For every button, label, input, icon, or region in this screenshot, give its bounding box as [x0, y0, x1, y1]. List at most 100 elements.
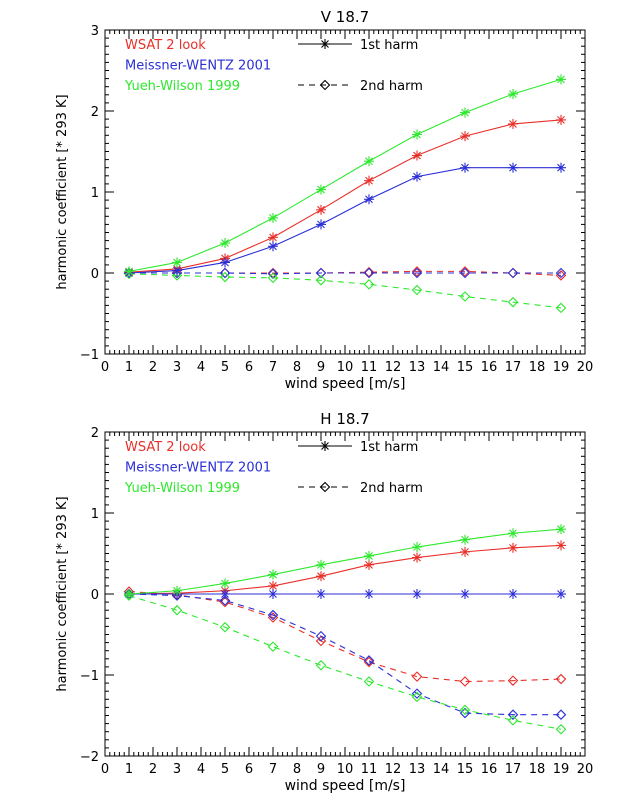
- diamond-marker: [315, 635, 327, 647]
- x-tick-label: 5: [221, 360, 229, 375]
- x-tick-label: 11: [361, 762, 378, 777]
- series-line: [128, 591, 562, 683]
- diamond-marker: [459, 676, 471, 687]
- x-tick-label: 2: [149, 360, 157, 375]
- x-tick-label: 20: [577, 762, 594, 777]
- x-tick-label: 6: [245, 762, 253, 777]
- asterisk-marker: [508, 118, 518, 129]
- diamond-marker: [363, 656, 375, 668]
- asterisk-stroke: [173, 258, 181, 267]
- diamond-marker: [459, 267, 471, 279]
- series-line: [128, 528, 562, 595]
- y-tick-label: 2: [91, 426, 99, 441]
- diamond-marker: [315, 630, 327, 642]
- y-tick-label: 0: [91, 588, 99, 603]
- x-tick-label: 19: [553, 360, 570, 375]
- asterisk-marker: [460, 589, 470, 599]
- diamond-marker: [555, 723, 567, 735]
- legend-harmonic-1: 1st harm: [298, 38, 418, 53]
- asterisk-marker: [320, 441, 330, 451]
- x-tick-label: 1: [125, 762, 133, 777]
- chart-title: H 18.7: [320, 410, 369, 428]
- diamond-marker: [459, 704, 471, 716]
- x-tick-label: 18: [529, 360, 546, 375]
- diamond-marker: [363, 279, 375, 290]
- diamond-marker: [555, 267, 567, 279]
- x-tick-label: 17: [505, 360, 522, 375]
- y-tick-label: −1: [80, 348, 99, 363]
- diamond-marker: [507, 267, 519, 279]
- diamond-marker: [219, 271, 231, 283]
- asterisk-stroke: [317, 572, 325, 581]
- asterisk-stroke: [269, 570, 277, 579]
- series-meissner-wentz-2001-2nd-harm: [123, 588, 567, 720]
- asterisk-stroke: [321, 442, 329, 450]
- asterisk-marker: [556, 540, 566, 551]
- asterisk-stroke: [173, 586, 181, 595]
- asterisk-stroke: [365, 552, 373, 560]
- diamond-marker: [363, 676, 375, 687]
- asterisk-stroke: [269, 590, 277, 598]
- diamond-marker: [363, 267, 375, 279]
- asterisk-marker: [508, 528, 518, 539]
- series-yueh-wilson-1999-2nd-harm: [123, 590, 567, 735]
- y-tick-label: −1: [80, 669, 99, 684]
- asterisk-marker: [220, 578, 230, 589]
- asterisk-marker: [316, 184, 326, 195]
- asterisk-marker: [316, 589, 326, 599]
- series-yueh-wilson-1999-1st-harm: [124, 524, 566, 599]
- x-tick-label: 16: [481, 762, 498, 777]
- asterisk-marker: [412, 542, 422, 553]
- diamond-marker: [315, 660, 327, 671]
- legend-harmonic-label: 1st harm: [360, 38, 418, 53]
- asterisk-stroke: [557, 75, 565, 84]
- asterisk-marker: [220, 238, 230, 249]
- diamond-marker: [411, 266, 423, 277]
- legend-model-label: Meissner-WENTZ 2001: [125, 59, 271, 74]
- series-line: [128, 119, 562, 273]
- series-wsat-2-look-1st-harm: [124, 114, 566, 278]
- series-line: [128, 273, 562, 309]
- asterisk-stroke: [221, 590, 229, 598]
- asterisk-marker: [364, 156, 374, 167]
- asterisk-marker: [412, 129, 422, 140]
- y-axis-label: harmonic coefficient [* 293 K]: [55, 94, 70, 289]
- asterisk-marker: [556, 74, 566, 85]
- asterisk-stroke: [509, 90, 517, 98]
- y-tick-label: −2: [80, 750, 99, 765]
- y-tick-label: 1: [91, 186, 99, 201]
- x-tick-label: 7: [269, 360, 277, 375]
- legend-model-label: Yueh-Wilson 1999: [124, 481, 240, 496]
- asterisk-marker: [508, 589, 518, 599]
- asterisk-stroke: [461, 535, 469, 544]
- chart-panel-1: V 18.70 1 2 3 4 5 6 7 8 9 10 11 12 13 14 15 16 17 18 19 20−1…: [55, 8, 593, 392]
- asterisk-marker: [556, 162, 566, 173]
- asterisk-marker: [460, 131, 470, 142]
- asterisk-marker: [124, 266, 134, 277]
- x-tick-label: 0: [101, 762, 109, 777]
- asterisk-stroke: [509, 120, 517, 128]
- asterisk-stroke: [509, 163, 517, 172]
- x-tick-label: 6: [245, 360, 253, 375]
- diamond-marker: [219, 595, 231, 606]
- x-axis-label: wind speed [m/s]: [285, 376, 406, 392]
- asterisk-marker: [124, 589, 134, 599]
- x-tick-label: 19: [553, 762, 570, 777]
- asterisk-stroke: [269, 214, 277, 222]
- asterisk-stroke: [365, 560, 373, 569]
- asterisk-marker: [460, 162, 470, 173]
- asterisk-stroke: [221, 239, 229, 247]
- asterisk-marker: [268, 232, 278, 243]
- legend-model-label: Meissner-WENTZ 2001: [125, 461, 271, 476]
- asterisk-marker: [364, 550, 374, 561]
- x-tick-label: 3: [173, 762, 181, 777]
- x-tick-label: 8: [293, 360, 301, 375]
- asterisk-stroke: [557, 116, 565, 124]
- chart-title: V 18.7: [321, 8, 369, 26]
- series-yueh-wilson-1999-2nd-harm: [123, 268, 567, 314]
- x-tick-label: 8: [293, 762, 301, 777]
- legend-harmonic-label: 1st harm: [360, 440, 418, 455]
- series-line: [128, 595, 562, 730]
- series-meissner-wentz-2001-1st-harm: [124, 589, 566, 599]
